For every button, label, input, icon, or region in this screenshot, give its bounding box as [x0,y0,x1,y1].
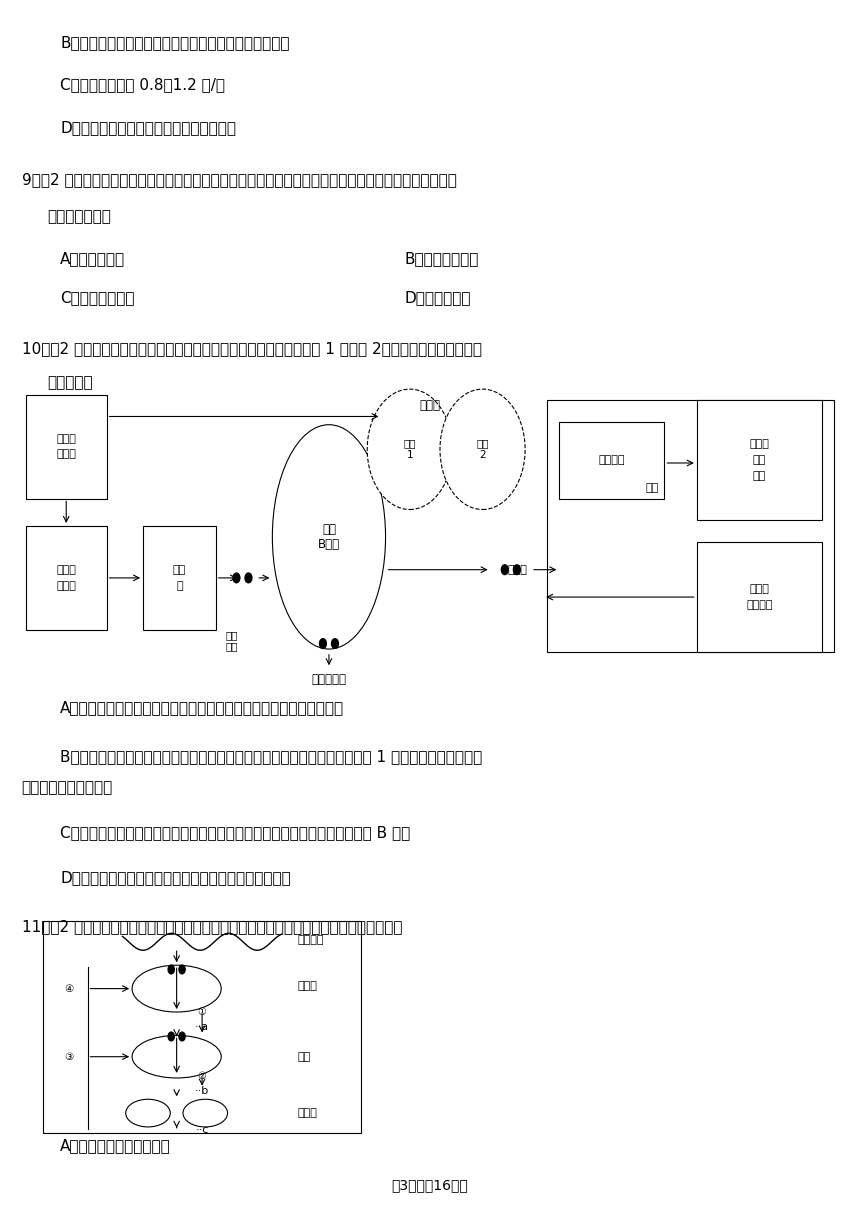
FancyBboxPatch shape [26,394,107,499]
Text: A．人体内甲状腺激素含碘: A．人体内甲状腺激素含碘 [60,1138,171,1153]
FancyBboxPatch shape [143,525,216,630]
Circle shape [501,564,508,575]
Text: 胰岛素: 胰岛素 [507,564,527,575]
FancyBboxPatch shape [559,422,665,499]
Text: B．切断传播途径: B．切断传播途径 [404,252,478,266]
Text: 葡萄糖: 葡萄糖 [56,565,77,575]
Text: 下丘: 下丘 [173,565,186,575]
Circle shape [168,966,175,974]
Text: 第3页（共16页）: 第3页（共16页） [391,1178,469,1193]
Text: D．胰高血糖素分泌增加促进胰岛素的分泌: D．胰高血糖素分泌增加促进胰岛素的分泌 [60,120,236,135]
Text: D．消灭病原体: D．消灭病原体 [404,291,470,305]
Circle shape [440,389,525,510]
Text: ②: ② [198,1071,206,1081]
FancyBboxPatch shape [697,400,822,520]
FancyBboxPatch shape [26,525,107,630]
Text: 下丘脑: 下丘脑 [298,981,317,991]
Text: 分析，属于自身免疫病: 分析，属于自身免疫病 [22,781,113,795]
Circle shape [168,1032,175,1041]
Text: 抗体
1: 抗体 1 [403,439,416,460]
Circle shape [179,966,185,974]
Text: ··b: ··b [195,1086,209,1096]
Text: 9．（2 分）在新冠肺炎疫情防控中，对新冠病毒核酸检测结果呈阳性者，必需严格隔离观察。这种预防措: 9．（2 分）在新冠肺炎疫情防控中，对新冠病毒核酸检测结果呈阳性者，必需严格隔离… [22,173,457,187]
Text: B．若某糖尿病患者血液中胰岛素含量正常，则其患病最可能类似于图中抗体 1 所致，从免疫学的角度: B．若某糖尿病患者血液中胰岛素含量正常，则其患病最可能类似于图中抗体 1 所致，… [60,749,482,764]
Text: 脑: 脑 [176,581,182,591]
Text: 11．（2 分）如图是甲状腺激素分泌调节示意图，下列与该图有关的叙述正确的是（　　）: 11．（2 分）如图是甲状腺激素分泌调节示意图，下列与该图有关的叙述正确的是（ … [22,919,402,934]
Ellipse shape [132,1036,221,1079]
Text: 脂肪: 脂肪 [752,471,766,482]
Circle shape [367,389,452,510]
FancyBboxPatch shape [547,400,834,652]
Text: 感受器: 感受器 [56,581,77,591]
Text: 糖原: 糖原 [752,455,766,466]
Circle shape [233,573,240,582]
Text: A．抗体是浆细胞合成分泌的，浆细胞内的内质网和高尔基体数量较多: A．抗体是浆细胞合成分泌的，浆细胞内的内质网和高尔基体数量较多 [60,700,344,715]
Ellipse shape [126,1099,170,1127]
Text: 葡萄糖: 葡萄糖 [420,399,440,412]
Text: 神经
递质: 神经 递质 [225,630,238,652]
Text: A．控制传染源: A．控制传染源 [60,252,126,266]
Text: 抗体
2: 抗体 2 [476,439,488,460]
Circle shape [331,638,338,648]
Text: 大脑皮层: 大脑皮层 [298,935,324,945]
Text: 葡萄糖: 葡萄糖 [749,584,770,595]
Text: B．血糖浓度偏低时，肌糖原和肝糖原均能分解补充血糖: B．血糖浓度偏低时，肌糖原和肝糖原均能分解补充血糖 [60,35,290,50]
Text: 10．（2 分）图为糖尿病人血糖调节的部分过程，血液中存在异常抗体 1 或抗体 2，下列有关说法不正确的: 10．（2 分）图为糖尿病人血糖调节的部分过程，血液中存在异常抗体 1 或抗体 … [22,342,482,356]
Text: C．血糖的正常值 0.8～1.2 克/升: C．血糖的正常值 0.8～1.2 克/升 [60,78,225,92]
Text: 转运蛋白: 转运蛋白 [746,599,772,610]
Text: 施属于（　　）: 施属于（ ） [47,209,111,224]
Text: C．保护易感人群: C．保护易感人群 [60,291,135,305]
FancyBboxPatch shape [43,921,361,1133]
Text: C．图中的神经递质是以胞吐的方式从突触前膜释放到突触间隙，作用于胰岛 B 细胞: C．图中的神经递质是以胞吐的方式从突触前膜释放到突触间隙，作用于胰岛 B 细胞 [60,826,410,840]
Circle shape [179,1032,185,1041]
Text: 是（　　）: 是（ ） [47,376,93,390]
Text: 垂体: 垂体 [298,1052,310,1062]
Text: ··c: ··c [195,1125,209,1135]
Ellipse shape [273,424,385,649]
Circle shape [245,573,252,582]
Text: 度上升: 度上升 [56,450,77,460]
Text: 甲状腺: 甲状腺 [298,1108,317,1118]
FancyBboxPatch shape [697,542,822,652]
Circle shape [319,638,326,648]
Circle shape [513,564,520,575]
Text: 胰岛
B细胞: 胰岛 B细胞 [318,523,340,551]
Text: 蛋白质: 蛋白质 [749,439,770,450]
Text: 血糖浓: 血糖浓 [56,434,77,444]
Text: 组织细胞: 组织细胞 [599,455,625,466]
Text: D．图中的抗体、神经递质和胰岛素都属于内环境的成分: D．图中的抗体、神经递质和胰岛素都属于内环境的成分 [60,871,291,885]
Ellipse shape [183,1099,228,1127]
Text: 胰高血糖素: 胰高血糖素 [311,672,347,686]
Text: ④: ④ [64,984,73,993]
Text: ··a: ··a [195,1021,209,1032]
Text: 酶促: 酶促 [646,483,659,492]
Text: ③: ③ [64,1052,73,1062]
Ellipse shape [132,966,221,1012]
Text: ①: ① [198,1007,206,1017]
